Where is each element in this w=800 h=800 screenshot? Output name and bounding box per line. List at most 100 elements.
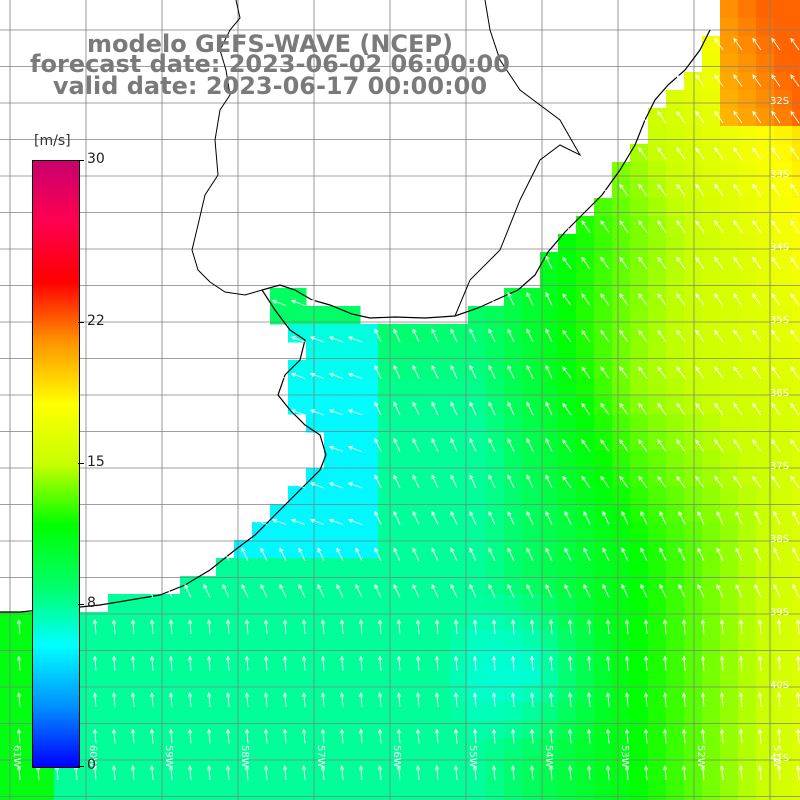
field-cell bbox=[324, 792, 343, 800]
wind-arrow bbox=[374, 364, 382, 379]
field-cell bbox=[738, 450, 757, 469]
wind-arrow bbox=[662, 619, 668, 635]
field-cell bbox=[666, 540, 685, 559]
field-cell bbox=[198, 720, 217, 739]
field-cell bbox=[612, 342, 631, 361]
field-cell bbox=[0, 612, 19, 631]
wind-arrow bbox=[657, 110, 667, 124]
field-cell bbox=[666, 468, 685, 487]
field-cell bbox=[126, 720, 145, 739]
field-cell bbox=[756, 252, 775, 271]
field-cell bbox=[216, 558, 235, 577]
field-cell bbox=[504, 738, 523, 757]
field-cell bbox=[288, 378, 307, 397]
field-cell bbox=[468, 324, 487, 343]
field-cell bbox=[576, 270, 595, 289]
wind-arrow bbox=[792, 583, 800, 598]
wind-arrow bbox=[790, 256, 800, 270]
wind-arrow bbox=[657, 147, 667, 160]
field-cell bbox=[720, 90, 739, 109]
field-cell bbox=[0, 774, 19, 793]
field-cell bbox=[720, 720, 739, 739]
wind-arrow bbox=[434, 619, 440, 635]
wind-arrow bbox=[412, 437, 420, 452]
wind-arrow bbox=[290, 372, 306, 379]
field-cell bbox=[324, 540, 343, 559]
field-cell bbox=[486, 360, 505, 379]
field-cell bbox=[540, 648, 559, 667]
field-cell bbox=[576, 684, 595, 703]
wind-arrow bbox=[393, 474, 401, 489]
wind-arrow bbox=[619, 402, 629, 416]
field-cell bbox=[702, 504, 721, 523]
wind-arrow bbox=[714, 147, 724, 160]
wind-arrow bbox=[624, 728, 630, 744]
field-cell bbox=[486, 720, 505, 739]
wind-arrow bbox=[545, 583, 553, 598]
field-cell bbox=[792, 162, 800, 181]
field-cell bbox=[558, 306, 577, 325]
field-cell bbox=[342, 342, 361, 361]
field-cell bbox=[558, 414, 577, 433]
field-cell bbox=[594, 486, 613, 505]
wind-arrow bbox=[795, 728, 800, 744]
wind-arrow bbox=[714, 74, 724, 87]
field-cell bbox=[648, 378, 667, 397]
field-cell bbox=[702, 342, 721, 361]
wind-arrow bbox=[752, 329, 762, 343]
wind-arrow bbox=[790, 439, 800, 452]
field-cell bbox=[720, 504, 739, 523]
field-cell bbox=[396, 576, 415, 595]
field-cell bbox=[630, 342, 649, 361]
field-cell bbox=[522, 306, 541, 325]
field-cell bbox=[0, 684, 19, 703]
field-cell bbox=[18, 666, 37, 685]
field-cell bbox=[270, 720, 289, 739]
field-cell bbox=[432, 360, 451, 379]
field-cell bbox=[774, 72, 793, 91]
field-cell bbox=[558, 432, 577, 451]
field-cell bbox=[108, 612, 127, 631]
border-line bbox=[191, 0, 263, 296]
field-cell bbox=[720, 0, 739, 19]
wind-arrow bbox=[659, 547, 667, 562]
wind-arrow bbox=[773, 510, 781, 525]
wind-arrow bbox=[752, 183, 762, 197]
field-cell bbox=[450, 630, 469, 649]
field-cell bbox=[432, 774, 451, 793]
field-cell bbox=[720, 648, 739, 667]
wind-arrow bbox=[453, 765, 459, 781]
field-cell bbox=[576, 702, 595, 721]
wind-arrow bbox=[271, 299, 287, 306]
latitude-label: 38S bbox=[770, 534, 789, 545]
field-cell bbox=[306, 486, 325, 505]
field-cell bbox=[198, 738, 217, 757]
wind-arrow bbox=[643, 728, 649, 744]
wind-arrow bbox=[358, 765, 364, 781]
wind-arrow bbox=[733, 183, 743, 197]
wind-arrow bbox=[695, 475, 705, 489]
field-cell bbox=[774, 234, 793, 253]
field-cell bbox=[522, 522, 541, 541]
field-cell bbox=[720, 144, 739, 163]
field-cell bbox=[324, 576, 343, 595]
field-cell bbox=[396, 450, 415, 469]
field-cell bbox=[648, 774, 667, 793]
wind-arrow bbox=[309, 518, 325, 525]
field-cell bbox=[648, 252, 667, 271]
wind-arrow bbox=[567, 692, 573, 708]
field-cell bbox=[702, 774, 721, 793]
wind-arrow bbox=[638, 256, 648, 270]
field-cell bbox=[558, 396, 577, 415]
field-cell bbox=[558, 360, 577, 379]
field-cell bbox=[162, 594, 181, 613]
field-cell bbox=[504, 486, 523, 505]
field-cell bbox=[630, 306, 649, 325]
wind-arrow bbox=[697, 510, 705, 525]
wind-arrow bbox=[507, 474, 515, 489]
longitude-label: 58W bbox=[239, 745, 250, 768]
field-cell bbox=[378, 612, 397, 631]
wind-arrow bbox=[790, 37, 800, 51]
field-cell bbox=[324, 648, 343, 667]
field-cell bbox=[468, 684, 487, 703]
